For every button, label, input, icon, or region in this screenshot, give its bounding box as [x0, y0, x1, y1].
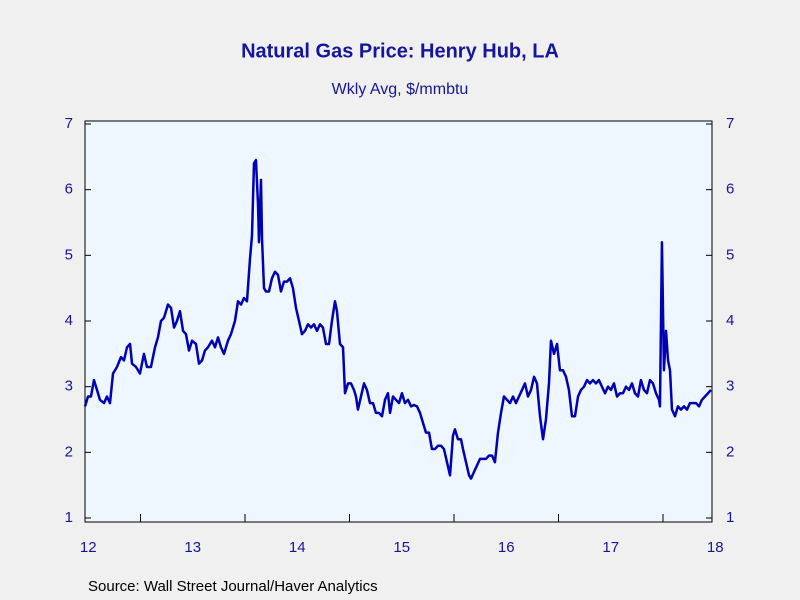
chart-title: Natural Gas Price: Henry Hub, LA — [241, 40, 559, 62]
price-line — [83, 158, 712, 480]
y2-tick-label: 5 — [726, 246, 734, 263]
chart-subtitle: Wkly Avg, $/mmbtu — [332, 81, 469, 98]
source-note: Source: Wall Street Journal/Haver Analyt… — [88, 578, 378, 595]
y-tick-label: 3 — [65, 378, 73, 395]
y-tick-label: 1 — [65, 509, 73, 526]
x-tick-label: 15 — [393, 539, 410, 556]
y-tick-label: 2 — [65, 443, 73, 460]
x-tick-label: 18 — [707, 539, 724, 556]
x-tick-label: 12 — [80, 539, 97, 556]
y-tick-label: 4 — [65, 312, 73, 329]
y-tick-label: 6 — [65, 181, 73, 198]
x-tick-label: 13 — [184, 539, 201, 556]
y-tick-label: 5 — [65, 246, 73, 263]
plot-area — [84, 120, 713, 523]
y2-tick-label: 2 — [726, 443, 734, 460]
y2-tick-label: 1 — [726, 509, 734, 526]
x-tick-label: 16 — [498, 539, 515, 556]
y2-tick-label: 3 — [726, 378, 734, 395]
x-tick-label: 17 — [602, 539, 619, 556]
y2-tick-label: 7 — [726, 115, 734, 132]
y2-tick-label: 6 — [726, 181, 734, 198]
y-tick-label: 7 — [65, 115, 73, 132]
x-tick-label: 14 — [289, 539, 306, 556]
y2-tick-label: 4 — [726, 312, 734, 329]
